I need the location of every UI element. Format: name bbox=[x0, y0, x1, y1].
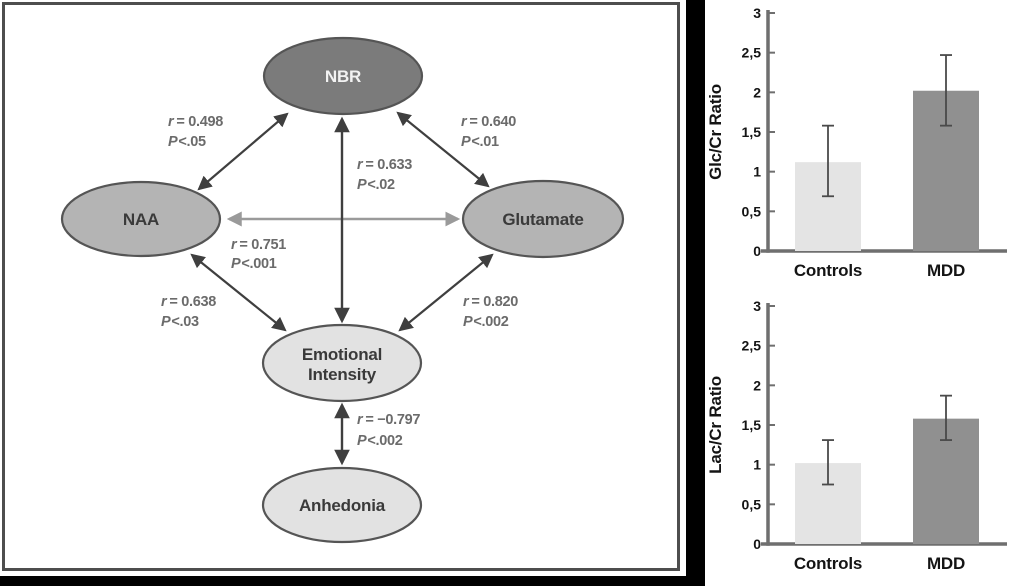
edge-nbr-emotional-intensity: r = 0.633 P<.02 bbox=[334, 116, 413, 324]
edge-label-r: r = 0.498 bbox=[168, 114, 223, 130]
edge-label-p: P<.05 bbox=[168, 134, 206, 150]
node-naa-ellipse bbox=[60, 180, 222, 258]
y-tick-label: 1 bbox=[753, 457, 761, 473]
node-nbr: NBR bbox=[262, 36, 424, 116]
arrow-nbr-glutamate bbox=[396, 111, 490, 188]
glc-cr-ratio-chart: 0 0,5 1 1,5 2 2,5 3 Glc/Cr Ratio Controls MDD bbox=[706, 5, 1007, 280]
y-tick-label: 0 bbox=[753, 243, 761, 259]
node-naa: NAA bbox=[60, 180, 222, 258]
node-naa-label: NAA bbox=[123, 210, 159, 229]
y-tick-label: 0,5 bbox=[742, 496, 762, 512]
edge-label-r: r = 0.751 bbox=[231, 237, 286, 253]
edge-nbr-glutamate: r = 0.640 P<.01 bbox=[396, 111, 517, 188]
arrow-naa-nbr bbox=[197, 112, 289, 191]
y-tick-label: 3 bbox=[753, 298, 761, 314]
x-category-label: MDD bbox=[927, 554, 965, 573]
edge-label-p: P<.001 bbox=[231, 256, 277, 272]
edge-naa-nbr: r = 0.498 P<.05 bbox=[168, 112, 289, 191]
y-tick-label: 0 bbox=[753, 536, 761, 552]
y-tick-label: 1,5 bbox=[742, 124, 762, 140]
edge-label-r: r = 0.640 bbox=[461, 114, 516, 130]
node-emotional-intensity-label-line2: Intensity bbox=[308, 365, 377, 384]
y-tick-label: 0,5 bbox=[742, 203, 762, 219]
edge-glutamate-emotional-intensity: r = 0.820 P<.002 bbox=[398, 253, 519, 332]
edge-label-r: r = 0.820 bbox=[463, 294, 518, 310]
edge-label-p: P<.01 bbox=[461, 134, 499, 150]
edge-emotional-intensity-anhedonia: r = −0.797 P<.002 bbox=[334, 402, 421, 466]
diagram-frame bbox=[2, 2, 680, 571]
y-tick-label: 1,5 bbox=[742, 417, 762, 433]
edge-label-p: P<.02 bbox=[357, 177, 395, 193]
y-tick-label: 1 bbox=[753, 164, 761, 180]
edge-label-p: P<.03 bbox=[161, 314, 199, 330]
node-nbr-ellipse bbox=[262, 36, 424, 116]
y-tick-label: 2,5 bbox=[742, 45, 762, 61]
x-category-label: MDD bbox=[927, 261, 965, 280]
edge-naa-glutamate: r = 0.751 P<.001 bbox=[226, 211, 461, 272]
x-category-label: Controls bbox=[794, 261, 862, 280]
node-anhedonia-ellipse bbox=[261, 466, 423, 544]
x-category-label: Controls bbox=[794, 554, 862, 573]
y-axis-title: Lac/Cr Ratio bbox=[706, 376, 725, 474]
edge-label-r: r = 0.638 bbox=[161, 294, 216, 310]
correlation-diagram-panel: r = 0.751 P<.001 r = 0.498 P<.05 r = 0.640 … bbox=[2, 2, 680, 571]
edge-label-p: P<.002 bbox=[463, 314, 509, 330]
y-tick-label: 2 bbox=[753, 377, 761, 393]
edge-label-r: r = 0.633 bbox=[357, 157, 412, 173]
arrow-naa-emotional-intensity bbox=[190, 253, 287, 332]
node-emotional-intensity-ellipse bbox=[261, 323, 423, 403]
y-tick-label: 3 bbox=[753, 5, 761, 21]
lac-cr-ratio-chart: 0 0,5 1 1,5 2 2,5 3 Lac/Cr Ratio Controls MDD bbox=[706, 298, 1007, 573]
edge-label-r: r = −0.797 bbox=[357, 412, 420, 428]
bar-charts-panel: 0 0,5 1 1,5 2 2,5 3 Glc/Cr Ratio Controls MDD 0 0,… bbox=[705, 0, 1024, 586]
node-anhedonia: Anhedonia bbox=[261, 466, 423, 544]
panel-divider bbox=[686, 0, 705, 586]
node-glutamate-ellipse bbox=[461, 179, 625, 259]
edge-label-p: P<.002 bbox=[357, 433, 403, 449]
correlation-diagram: r = 0.751 P<.001 r = 0.498 P<.05 r = 0.640 … bbox=[2, 2, 680, 571]
node-anhedonia-label: Anhedonia bbox=[299, 496, 386, 515]
node-emotional-intensity: Emotional Intensity bbox=[261, 323, 423, 403]
node-glutamate: Glutamate bbox=[461, 179, 625, 259]
node-nbr-label: NBR bbox=[325, 67, 361, 86]
y-tick-label: 2 bbox=[753, 84, 761, 100]
edge-naa-emotional-intensity: r = 0.638 P<.03 bbox=[161, 253, 287, 332]
arrow-glutamate-emotional-intensity bbox=[398, 253, 494, 332]
node-emotional-intensity-label-line1: Emotional bbox=[302, 345, 382, 364]
node-glutamate-label: Glutamate bbox=[502, 210, 583, 229]
y-axis-title: Glc/Cr Ratio bbox=[706, 84, 725, 180]
y-tick-label: 2,5 bbox=[742, 338, 762, 354]
bottom-border-strip bbox=[0, 576, 705, 586]
